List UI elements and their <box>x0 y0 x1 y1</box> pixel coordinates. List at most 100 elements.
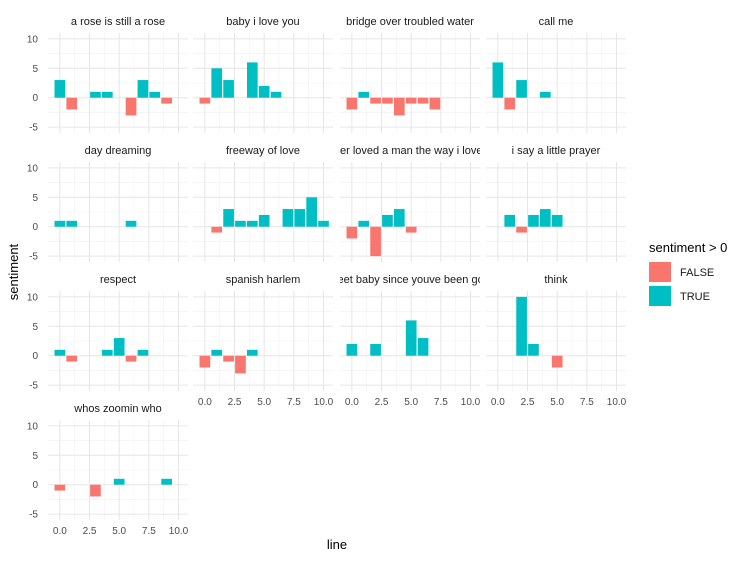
bar <box>258 85 270 98</box>
bar <box>246 220 258 227</box>
bar <box>282 209 294 227</box>
bar <box>551 355 563 368</box>
panel-title: think <box>544 274 568 286</box>
panel-title: baby i love you <box>226 16 299 28</box>
bar <box>125 220 137 227</box>
bar <box>161 478 172 485</box>
bar <box>54 484 66 491</box>
x-tick-label: 7.5 <box>142 526 156 537</box>
bar <box>539 209 551 227</box>
y-tick-label: 5 <box>32 451 38 462</box>
panel-title: whos zoomin who <box>73 403 161 415</box>
legend-label-true: TRUE <box>680 291 710 303</box>
panel-5: freeway of love <box>193 145 333 262</box>
panel-9: spanish harlem 0.0 2.5 5.0 7.5 10.0 <box>193 274 334 408</box>
y-tick-label: 10 <box>27 292 39 303</box>
bar <box>211 349 223 356</box>
bar <box>528 214 539 227</box>
x-tick-label: 2.5 <box>83 526 97 537</box>
y-tick-label: 0 <box>32 351 38 362</box>
panel-title: i say a little prayer <box>512 145 601 157</box>
bar <box>306 197 317 227</box>
bar <box>318 220 329 227</box>
bar <box>393 97 405 116</box>
bar <box>417 338 429 356</box>
y-tick-label: 5 <box>32 64 38 75</box>
legend-key-true <box>649 286 671 306</box>
x-tick-label: 0.0 <box>491 397 505 408</box>
x-tick-label: 10.0 <box>461 397 481 408</box>
panel-7: i say a little prayer <box>486 145 626 262</box>
bar <box>358 91 370 98</box>
legend: sentiment > 0 FALSE TRUE <box>649 240 727 306</box>
bar <box>54 220 66 227</box>
y-tick-label: 10 <box>27 34 39 45</box>
bar <box>294 209 306 227</box>
bar <box>235 220 246 227</box>
bar <box>90 91 101 98</box>
bar <box>101 91 113 98</box>
panel-2: bridge over troubled water <box>340 16 480 133</box>
panel-8: respect -5 0 5 10 <box>27 274 188 392</box>
y-tick-label: -5 <box>29 252 38 263</box>
bar <box>516 80 527 98</box>
bar <box>516 296 527 356</box>
bar <box>370 343 381 356</box>
x-tick-label: 5.0 <box>112 526 126 537</box>
x-tick-label: 2.5 <box>521 397 535 408</box>
bar <box>246 62 258 98</box>
x-tick-label: 10.0 <box>607 397 627 408</box>
y-tick-label: -5 <box>29 381 38 392</box>
bar <box>382 97 393 104</box>
bar <box>393 209 405 227</box>
panel-11: think 0.0 2.5 5.0 7.5 10.0 <box>486 274 627 408</box>
y-axis-title: sentiment <box>6 243 21 300</box>
panel-title: a rose is still a rose <box>71 16 165 28</box>
y-tick-label: 10 <box>27 163 39 174</box>
bar <box>223 80 234 98</box>
bar <box>417 97 429 104</box>
x-tick-label: 2.5 <box>228 397 242 408</box>
bar <box>66 97 78 110</box>
x-tick-label: 0.0 <box>198 397 212 408</box>
bar <box>258 214 270 227</box>
bar <box>199 97 211 104</box>
bar <box>149 91 161 98</box>
bar <box>516 226 527 233</box>
bar <box>539 91 551 98</box>
panel-10: sweet baby since youve been gone 0.0 2.5 5.… <box>324 274 496 408</box>
panel-title: sweet baby since youve been gone <box>324 274 496 286</box>
bar <box>429 97 441 110</box>
bar <box>137 349 149 356</box>
x-tick-label: 2.5 <box>375 397 389 408</box>
bar <box>54 349 66 356</box>
y-tick-label: 0 <box>32 222 38 233</box>
bar <box>405 320 417 356</box>
bar <box>551 214 563 227</box>
bar <box>199 355 211 368</box>
x-tick-label: 5.0 <box>257 397 271 408</box>
bar <box>125 97 137 116</box>
panel-12: whos zoomin who -5 0 5 10 0.0 2.5 5.0 7.5 10.0 <box>27 403 189 537</box>
bar <box>211 68 223 98</box>
bar <box>161 97 172 104</box>
x-tick-label: 10.0 <box>169 526 189 537</box>
bar <box>370 226 381 257</box>
bar <box>211 226 223 233</box>
x-tick-label: 5.0 <box>404 397 418 408</box>
panel-title: call me <box>539 16 574 28</box>
x-tick-label: 7.5 <box>287 397 301 408</box>
bar <box>504 214 516 227</box>
bar <box>113 338 125 356</box>
bar <box>246 349 258 356</box>
y-tick-label: 0 <box>32 480 38 491</box>
bar <box>504 97 516 110</box>
panel-title: bridge over troubled water <box>346 16 474 28</box>
bar <box>528 343 539 356</box>
panel-title: freeway of love <box>226 145 300 157</box>
legend-label-false: FALSE <box>680 267 714 279</box>
panel-6: i never loved a man the way i love you <box>340 145 480 262</box>
bar <box>66 220 78 227</box>
